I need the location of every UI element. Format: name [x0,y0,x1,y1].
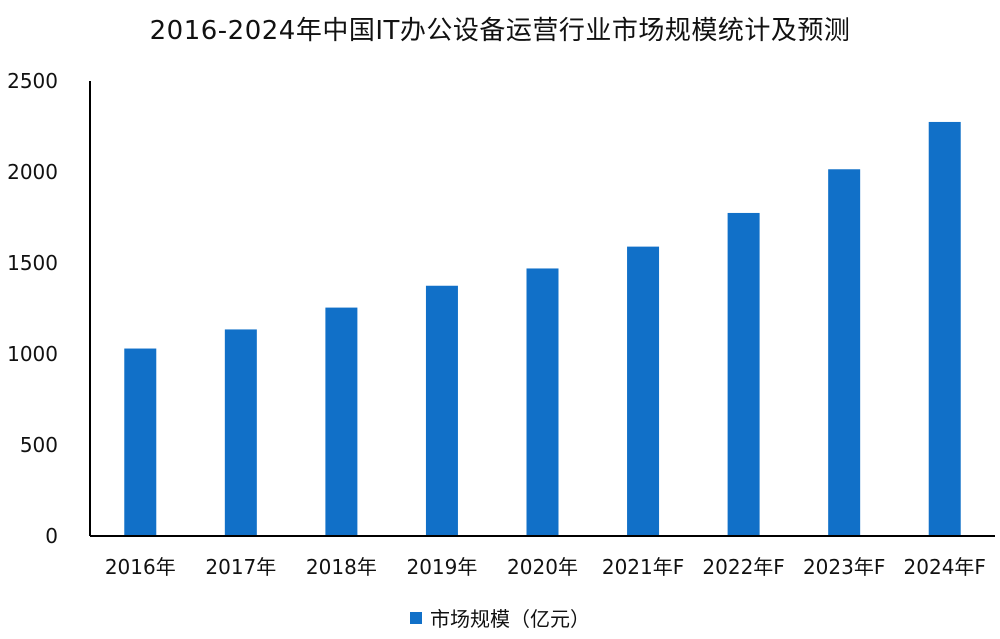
x-axis-ticks: 2016年 2017年 2018年 2019年 2020年 2021年F 2022年F 202… [105,555,986,579]
legend-label: 市场规模（亿元） [430,607,590,631]
legend: 市场规模（亿元） [0,603,1000,632]
bar [828,169,861,536]
x-tick-label: 2019年 [406,555,477,579]
x-tick-label: 2016年 [105,555,176,579]
x-tick-label: 2017年 [205,555,276,579]
bar [325,307,358,536]
x-tick-label: 2018年 [306,555,377,579]
bar [425,285,458,536]
y-tick-label: 0 [45,524,58,548]
legend-swatch [410,611,422,624]
y-tick-label: 2000 [7,160,58,184]
bar [727,212,760,536]
y-axis-ticks: 0 500 1000 1500 2000 2500 [7,69,58,548]
x-tick-label: 2020年 [507,555,578,579]
bar [224,329,257,536]
bar [526,268,559,536]
bar [124,348,157,536]
y-tick-label: 500 [20,433,58,457]
y-tick-label: 1500 [7,251,58,275]
bar [627,246,660,536]
x-tick-label: 2022年F [702,555,784,579]
y-tick-label: 1000 [7,342,58,366]
bar [928,121,961,536]
chart-title: 2016-2024年中国IT办公设备运营行业市场规模统计及预测 [149,16,851,46]
x-tick-label: 2024年F [904,555,986,579]
x-tick-label: 2023年F [803,555,885,579]
y-tick-label: 2500 [7,69,58,93]
x-tick-label: 2021年F [602,555,684,579]
bars-group [124,121,961,536]
